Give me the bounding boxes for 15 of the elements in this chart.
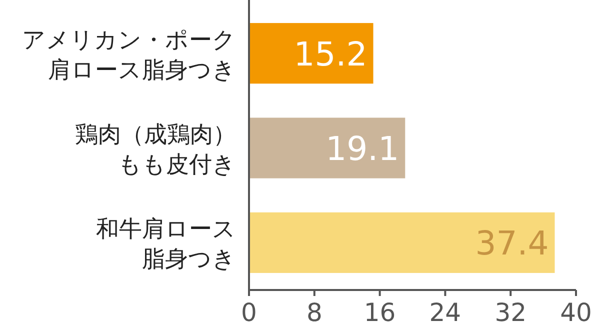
y-tick-label: アメリカン・ポーク肩ロース脂身つき bbox=[22, 27, 236, 84]
x-tick-label: 0 bbox=[241, 298, 257, 327]
data-label: 19.1 bbox=[326, 129, 400, 168]
y-tick-label: 和牛肩ロース脂身つき bbox=[96, 216, 236, 273]
x-tick-label: 24 bbox=[429, 298, 462, 327]
x-tick-label: 16 bbox=[364, 298, 396, 327]
y-tick-label: 鶏肉（成鶏肉）もも皮付き bbox=[75, 122, 236, 178]
x-tick-label: 32 bbox=[494, 298, 527, 327]
bar bbox=[249, 212, 555, 273]
bar bbox=[249, 23, 374, 84]
x-tick-label: 8 bbox=[306, 298, 322, 327]
x-tick-label: 40 bbox=[560, 298, 592, 327]
data-label: 15.2 bbox=[294, 34, 368, 74]
data-label: 37.4 bbox=[475, 224, 549, 263]
bar bbox=[249, 118, 406, 178]
